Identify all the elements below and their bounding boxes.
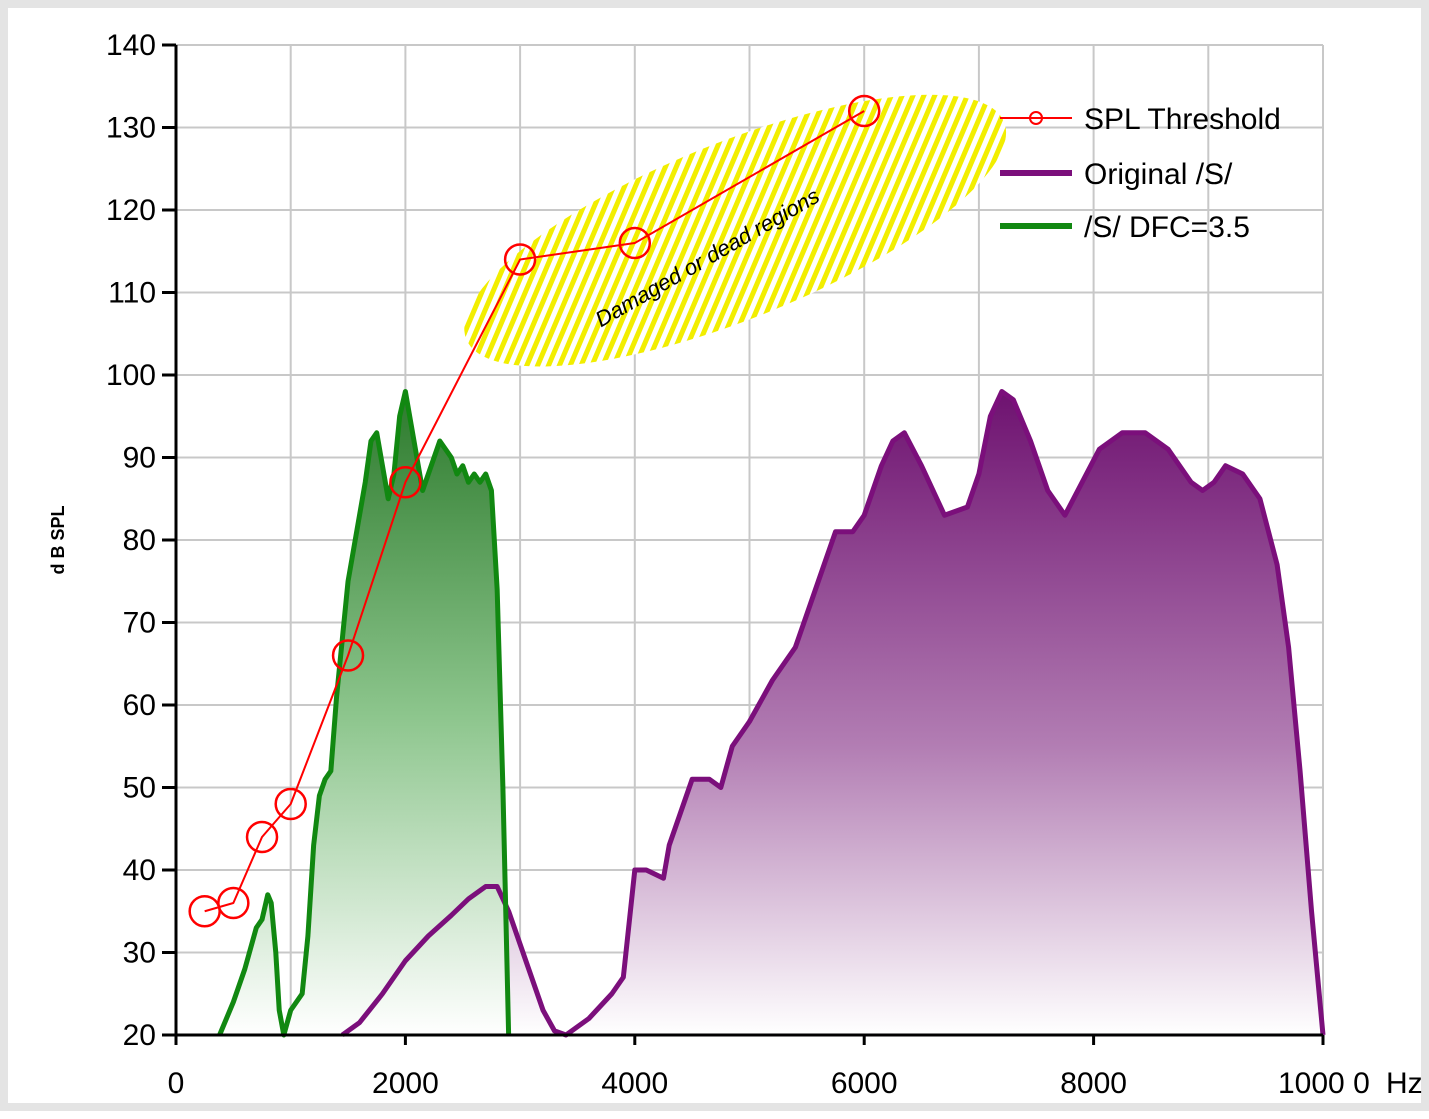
x-tick-label: 0 <box>168 1067 185 1100</box>
damaged-region-highlight <box>464 94 1007 367</box>
legend-marker-spl-threshold <box>1029 111 1043 125</box>
y-tick-label: 90 <box>123 442 156 475</box>
threshold-point-marker <box>618 226 652 260</box>
threshold-point-marker <box>274 787 307 821</box>
threshold-point-marker <box>217 886 250 920</box>
x-tick-label: 6000 <box>831 1067 898 1100</box>
y-tick-label: 120 <box>106 194 156 227</box>
y-tick-label: 40 <box>123 854 156 887</box>
threshold-point-marker <box>503 243 537 276</box>
filled-areas <box>219 391 1323 1035</box>
x-tick-label: 8000 <box>1060 1067 1127 1100</box>
x-tick-label: 4000 <box>601 1067 668 1100</box>
s-dfc-3-5-line <box>217 389 512 1038</box>
y-tick-label: 100 <box>106 359 156 392</box>
original-s-area <box>342 391 1323 1035</box>
series-lines <box>188 94 1326 1038</box>
threshold-point-marker <box>245 820 279 854</box>
x-tick-label: 1000 0 <box>1278 1067 1370 1100</box>
y-axis-label: d B SPL <box>48 505 68 574</box>
legend-label-s-dfc-3-5: /S/ DFC=3.5 <box>1084 211 1250 244</box>
threshold-point-marker <box>331 639 365 672</box>
y-tick-label: 80 <box>123 524 156 557</box>
legend: SPL Threshold Original /S/ /S/ DFC=3.5 <box>1000 103 1281 244</box>
spl-threshold-line <box>204 110 865 913</box>
damaged-region-ellipse <box>464 94 1007 367</box>
x-unit-label: Hz <box>1386 1067 1423 1100</box>
y-tick-label: 50 <box>123 772 156 805</box>
y-tick-label: 60 <box>123 689 156 722</box>
original-s-line <box>340 389 1326 1038</box>
x-tick-label: 2000 <box>372 1067 439 1100</box>
y-tick-label: 70 <box>123 607 156 640</box>
s-dfc-3-5-area <box>219 391 509 1035</box>
threshold-point-marker <box>389 466 422 499</box>
y-tick-label: 140 <box>106 29 156 62</box>
legend-label-spl-threshold: SPL Threshold <box>1084 103 1281 136</box>
axes <box>162 43 1325 1045</box>
spectrum-chart: 20 30 40 50 60 70 80 90 100 110 120 130 140 0 2000 4000… <box>48 29 1423 1100</box>
y-tick-label: 130 <box>106 112 156 145</box>
legend-label-original-s: Original /S/ <box>1084 158 1233 191</box>
y-tick-label: 20 <box>123 1019 156 1052</box>
y-tick-label: 30 <box>123 937 156 970</box>
y-tick-label: 110 <box>108 277 156 310</box>
threshold-point-marker <box>847 94 881 128</box>
